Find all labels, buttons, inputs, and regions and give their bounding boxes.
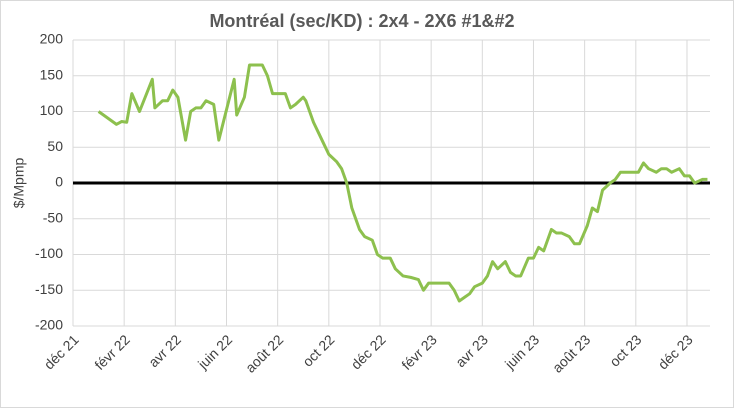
y-tick-label: 100 xyxy=(40,102,64,118)
y-tick-label: -200 xyxy=(35,317,63,333)
chart-title: Montréal (sec/KD) : 2x4 - 2X6 #1&#2 xyxy=(209,11,514,31)
y-axis-label: $/Mpmp xyxy=(11,158,27,209)
y-tick-label: 0 xyxy=(55,174,63,190)
y-tick-label: -100 xyxy=(35,245,63,261)
y-tick-label: 150 xyxy=(40,66,64,82)
y-tick-label: -50 xyxy=(43,209,63,225)
y-tick-label: 200 xyxy=(40,31,64,47)
y-tick-label: -150 xyxy=(35,281,63,297)
y-tick-label: 50 xyxy=(47,138,63,154)
line-series xyxy=(97,63,708,303)
